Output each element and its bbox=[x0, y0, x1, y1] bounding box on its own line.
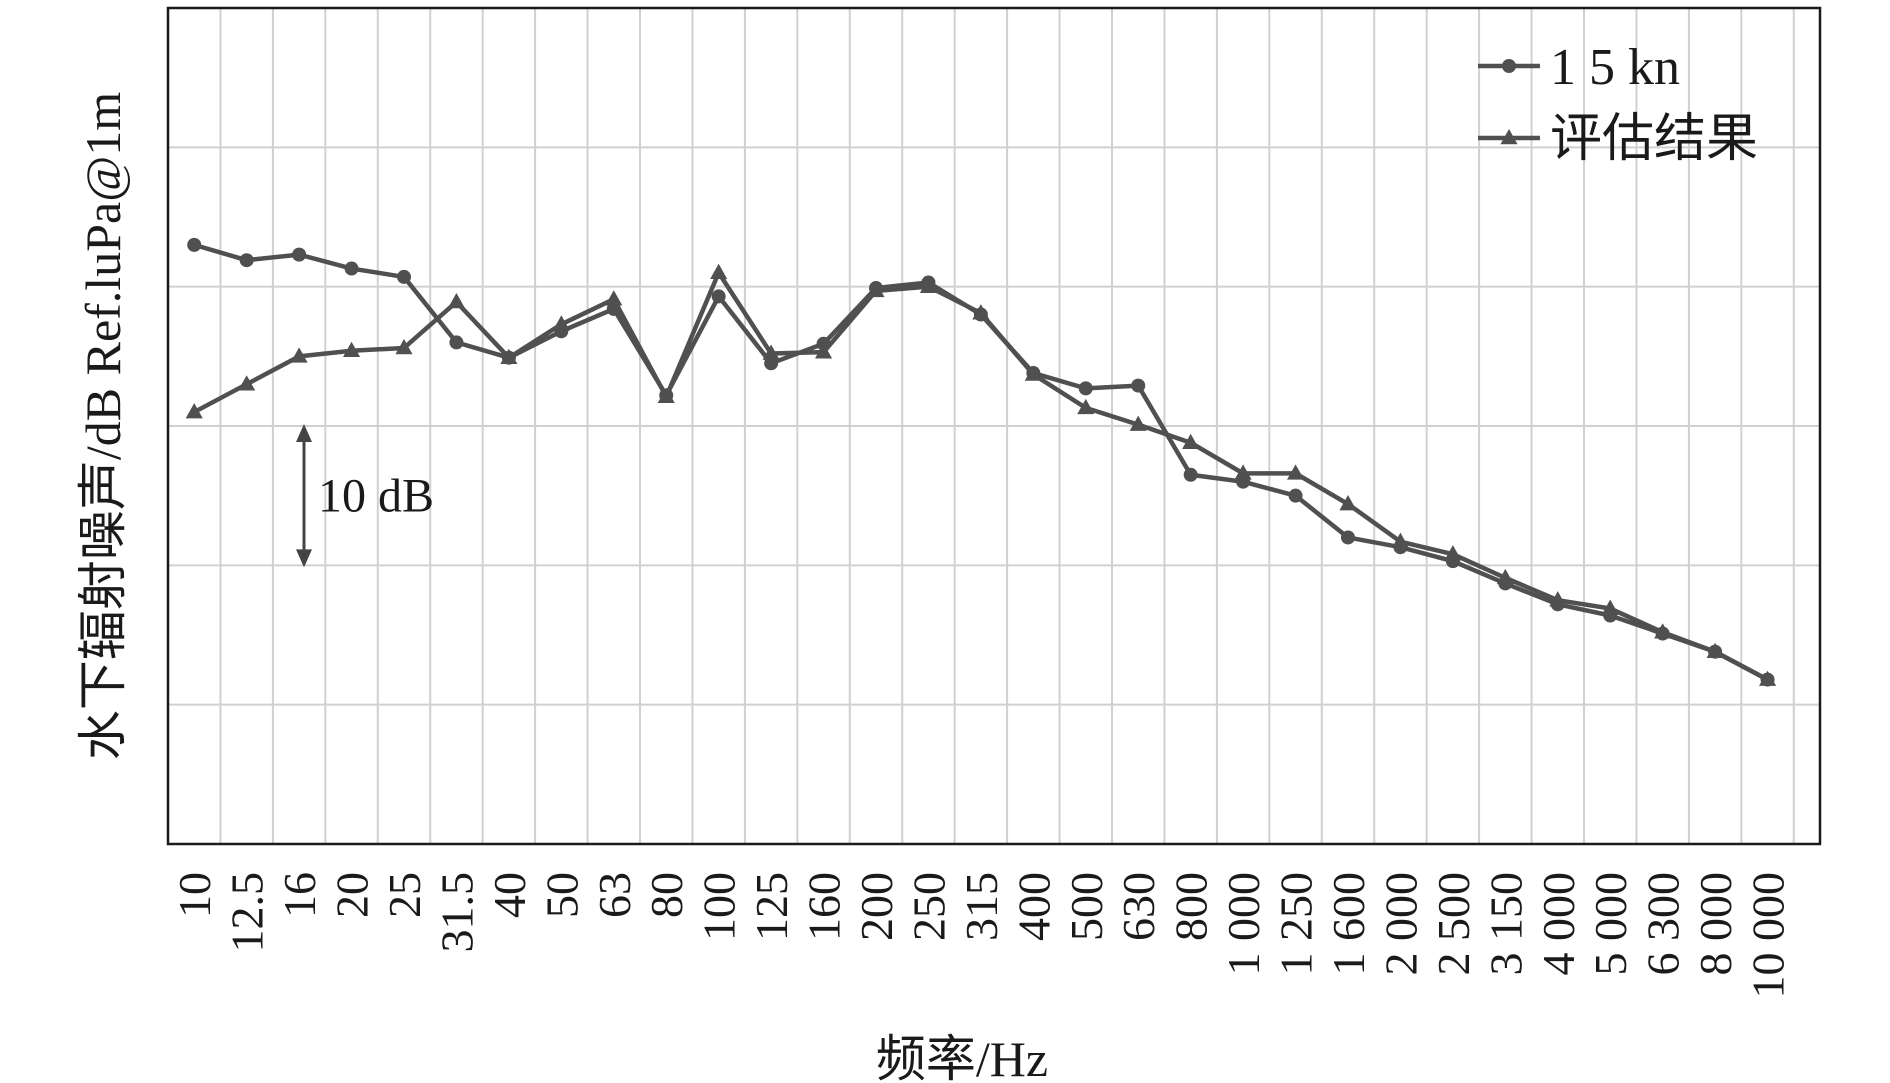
data-point bbox=[1601, 599, 1619, 615]
data-point bbox=[1078, 381, 1093, 396]
x-tick-label: 31.5 bbox=[431, 872, 482, 953]
x-tick-label: 100 bbox=[694, 872, 745, 941]
x-tick-label: 160 bbox=[799, 872, 850, 941]
data-point bbox=[972, 304, 990, 320]
x-tick-label: 50 bbox=[536, 872, 587, 918]
series-layer bbox=[185, 237, 1777, 687]
legend-entry: 1 5 kn bbox=[1478, 39, 1680, 96]
legend: 1 5 kn 评估结果 bbox=[1478, 39, 1758, 168]
x-tick-label: 80 bbox=[641, 872, 692, 918]
plot-area-frame bbox=[166, 6, 1822, 846]
data-point bbox=[711, 289, 726, 304]
legend-entry: 评估结果 bbox=[1478, 111, 1758, 168]
x-tick-label: 2 000 bbox=[1375, 872, 1426, 976]
data-point bbox=[500, 348, 518, 365]
x-tick-label: 315 bbox=[956, 872, 1007, 941]
x-tick-label: 12.5 bbox=[222, 872, 273, 953]
data-point bbox=[187, 237, 202, 252]
x-tick-label: 25 bbox=[379, 872, 430, 918]
x-tick-label: 6 300 bbox=[1638, 872, 1689, 976]
x-tick-labels: 10 12.5 16 20 25 31.5 40 50 63 80 100 125 160 200 250 3… bbox=[169, 872, 1793, 999]
x-tick-label: 1 250 bbox=[1271, 872, 1322, 976]
x-tick-label: 250 bbox=[903, 872, 954, 941]
legend-circle-marker-icon bbox=[1502, 59, 1516, 73]
data-point bbox=[1339, 495, 1357, 511]
x-tick-label: 40 bbox=[484, 872, 535, 918]
scale-bar-arrow-down-icon bbox=[296, 549, 312, 568]
x-tick-label: 500 bbox=[1061, 872, 1112, 941]
data-point bbox=[1496, 568, 1514, 585]
data-point bbox=[1287, 464, 1305, 480]
data-point bbox=[552, 315, 570, 331]
data-point bbox=[397, 269, 411, 284]
data-point bbox=[185, 403, 203, 419]
x-tick-label: 1 600 bbox=[1323, 872, 1374, 976]
data-point bbox=[1129, 415, 1147, 431]
data-point bbox=[919, 277, 937, 293]
data-point bbox=[395, 338, 413, 355]
data-point bbox=[1234, 464, 1252, 480]
data-point bbox=[1549, 591, 1567, 607]
data-point bbox=[1444, 545, 1462, 561]
data-point bbox=[1288, 488, 1303, 503]
x-tick-label: 10 bbox=[169, 872, 220, 918]
x-tick-label: 2 500 bbox=[1428, 872, 1479, 976]
data-point bbox=[290, 347, 308, 363]
x-tick-label: 400 bbox=[1008, 872, 1059, 941]
data-point bbox=[1654, 623, 1672, 639]
data-point bbox=[1706, 642, 1724, 659]
legend-label: 评估结果 bbox=[1550, 111, 1758, 168]
data-point bbox=[447, 292, 465, 309]
data-point bbox=[762, 344, 780, 360]
data-point bbox=[1131, 378, 1146, 393]
legend-triangle-marker-icon bbox=[1500, 129, 1518, 145]
x-tick-label: 63 bbox=[589, 872, 640, 918]
data-point bbox=[1182, 433, 1200, 450]
data-point bbox=[657, 387, 675, 404]
series-2 bbox=[185, 263, 1777, 686]
x-tick-label: 8 000 bbox=[1690, 872, 1741, 976]
data-point bbox=[1759, 670, 1777, 686]
data-point bbox=[605, 290, 623, 306]
x-tick-label: 200 bbox=[851, 872, 902, 941]
x-tick-label: 5 000 bbox=[1585, 872, 1636, 976]
x-tick-label: 4 000 bbox=[1533, 872, 1584, 976]
legend-label: 1 5 kn bbox=[1550, 39, 1680, 96]
scale-bar-arrow-up-icon bbox=[296, 424, 312, 442]
data-point bbox=[1391, 532, 1409, 548]
x-tick-label: 20 bbox=[327, 872, 378, 918]
data-point bbox=[344, 261, 359, 276]
data-point bbox=[1077, 398, 1095, 415]
x-tick-label: 1 000 bbox=[1218, 872, 1269, 976]
data-point bbox=[1183, 467, 1198, 482]
data-point bbox=[239, 253, 254, 268]
x-tick-label: 630 bbox=[1113, 872, 1164, 941]
data-point bbox=[238, 375, 256, 391]
data-point bbox=[449, 335, 464, 350]
data-point bbox=[1341, 530, 1355, 545]
data-point bbox=[710, 263, 728, 280]
data-point bbox=[867, 281, 885, 298]
scale-bar-label: 10 dB bbox=[318, 470, 434, 523]
x-tick-label: 125 bbox=[746, 872, 797, 941]
x-axis-label: 频率/Hz bbox=[876, 1031, 1048, 1083]
x-tick-label: 800 bbox=[1166, 872, 1217, 941]
grid bbox=[167, 8, 1820, 844]
scale-bar: 10 dB bbox=[296, 424, 434, 568]
y-axis-label: 水下辐射噪声/dB Ref.luPa@1m bbox=[75, 92, 131, 760]
x-tick-label: 10 000 bbox=[1743, 872, 1794, 999]
data-point bbox=[1024, 365, 1042, 381]
data-point bbox=[343, 341, 361, 358]
x-tick-label: 16 bbox=[274, 872, 325, 918]
x-tick-label: 3 150 bbox=[1480, 872, 1531, 976]
data-point bbox=[292, 247, 307, 262]
data-point bbox=[815, 343, 833, 359]
